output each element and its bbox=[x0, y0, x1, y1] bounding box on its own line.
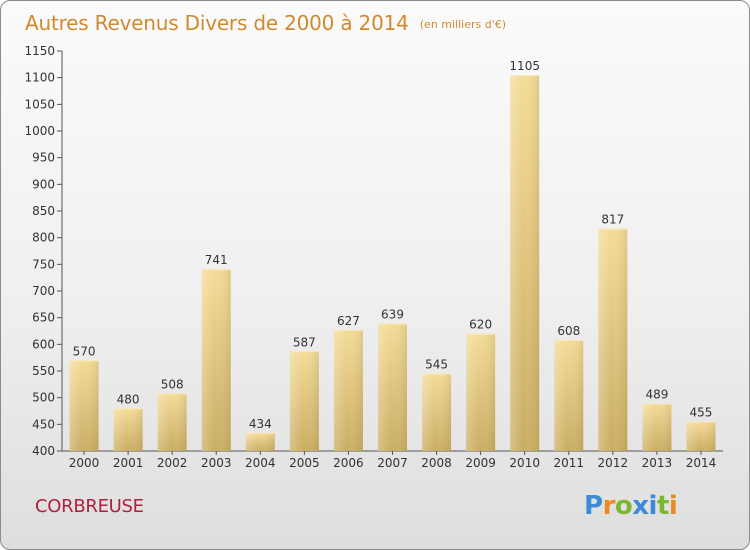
bar-shade bbox=[598, 228, 628, 451]
bar-shade bbox=[69, 360, 99, 451]
x-tick-label: 2000 bbox=[69, 456, 100, 470]
bar-shade bbox=[642, 403, 672, 451]
y-tick-label: 400 bbox=[32, 444, 55, 458]
bar-shade bbox=[686, 421, 716, 451]
bar-value-label: 627 bbox=[337, 314, 360, 328]
y-tick-label: 550 bbox=[32, 364, 55, 378]
bar-shade bbox=[333, 329, 363, 451]
bar-value-label: 608 bbox=[557, 324, 580, 338]
bar-value-label: 1105 bbox=[509, 59, 540, 73]
bar-shade bbox=[422, 373, 452, 451]
chart-title: Autres Revenus Divers de 2000 à 2014 (en… bbox=[25, 11, 506, 35]
x-tick-label: 2006 bbox=[333, 456, 364, 470]
bar-value-label: 741 bbox=[205, 253, 228, 267]
x-tick-label: 2012 bbox=[598, 456, 629, 470]
logo-letter: o bbox=[614, 491, 633, 521]
logo-letter: x bbox=[632, 491, 649, 521]
y-tick-label: 1050 bbox=[24, 97, 55, 111]
logo-letter: r bbox=[602, 491, 616, 521]
bar-value-label: 570 bbox=[73, 344, 96, 358]
bar-value-label: 545 bbox=[425, 358, 448, 372]
logo-letter: i bbox=[668, 491, 678, 521]
bar-shade bbox=[554, 340, 584, 451]
bar-shade bbox=[466, 333, 496, 451]
logo-letter: t bbox=[656, 491, 669, 521]
x-tick-label: 2005 bbox=[289, 456, 320, 470]
commune-name: CORBREUSE bbox=[35, 496, 144, 517]
bar-shade bbox=[113, 408, 143, 451]
bar-value-label: 455 bbox=[690, 406, 713, 420]
y-tick-label: 600 bbox=[32, 337, 55, 351]
proxiti-logo: Proxiti bbox=[584, 491, 678, 521]
x-tick-label: 2004 bbox=[245, 456, 276, 470]
x-tick-label: 2013 bbox=[642, 456, 673, 470]
bar-value-label: 489 bbox=[645, 388, 668, 402]
y-tick-label: 950 bbox=[32, 151, 55, 165]
bar-shade bbox=[289, 351, 319, 451]
bar-shade bbox=[157, 393, 187, 451]
bar-value-label: 620 bbox=[469, 318, 492, 332]
bar-shade bbox=[201, 269, 231, 451]
bar-value-label: 434 bbox=[249, 417, 272, 431]
x-tick-label: 2001 bbox=[113, 456, 144, 470]
y-tick-label: 1000 bbox=[24, 124, 55, 138]
x-tick-label: 2009 bbox=[465, 456, 496, 470]
y-tick-label: 500 bbox=[32, 391, 55, 405]
x-tick-label: 2002 bbox=[157, 456, 188, 470]
bar-value-label: 508 bbox=[161, 377, 184, 391]
x-tick-label: 2007 bbox=[377, 456, 408, 470]
y-tick-label: 850 bbox=[32, 204, 55, 218]
x-tick-label: 2011 bbox=[553, 456, 584, 470]
x-tick-label: 2003 bbox=[201, 456, 232, 470]
logo-letter: i bbox=[648, 491, 658, 521]
bar-value-label: 587 bbox=[293, 335, 316, 349]
bar-shade bbox=[245, 432, 275, 451]
x-tick-label: 2010 bbox=[509, 456, 540, 470]
y-tick-label: 450 bbox=[32, 417, 55, 431]
y-tick-label: 800 bbox=[32, 231, 55, 245]
y-tick-label: 1150 bbox=[24, 44, 55, 58]
chart-title-main: Autres Revenus Divers de 2000 à 2014 bbox=[25, 11, 409, 35]
logo-letter: P bbox=[584, 491, 603, 521]
y-tick-label: 650 bbox=[32, 311, 55, 325]
x-tick-label: 2014 bbox=[686, 456, 717, 470]
y-tick-label: 700 bbox=[32, 284, 55, 298]
bar-shade bbox=[378, 323, 407, 451]
chart-title-unit: (en milliers d'€) bbox=[419, 18, 507, 31]
bar-value-label: 817 bbox=[601, 213, 624, 227]
y-tick-label: 1100 bbox=[24, 71, 55, 85]
x-tick-label: 2008 bbox=[421, 456, 452, 470]
bar-value-label: 639 bbox=[381, 308, 404, 322]
y-tick-label: 900 bbox=[32, 177, 55, 191]
bar-shade bbox=[510, 75, 540, 451]
bar-value-label: 480 bbox=[117, 392, 140, 406]
y-tick-label: 750 bbox=[32, 257, 55, 271]
